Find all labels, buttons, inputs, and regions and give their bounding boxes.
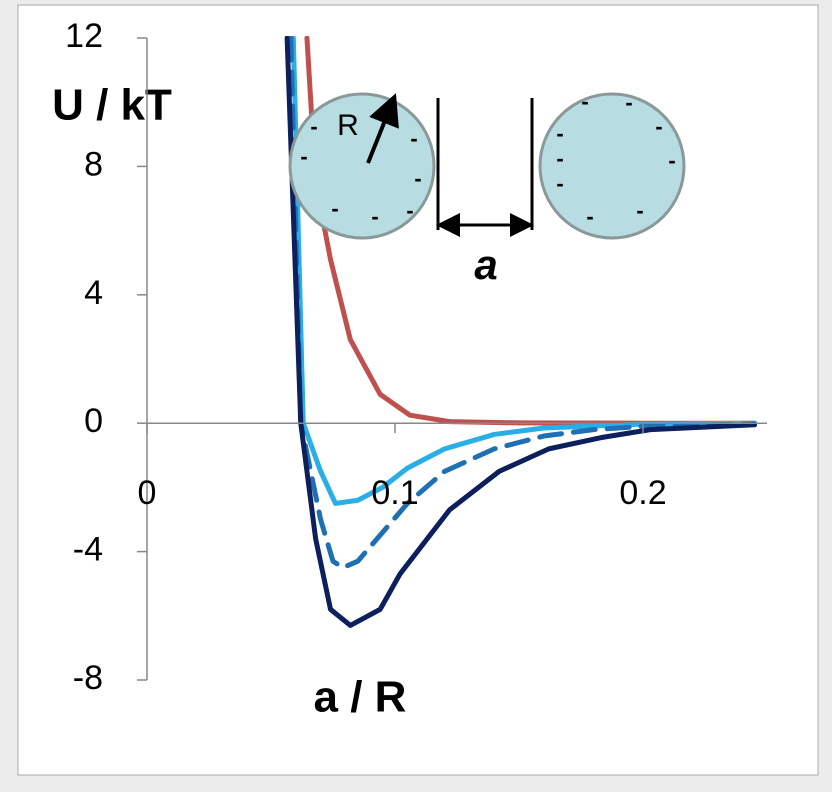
charge: - <box>406 198 413 223</box>
charge: - <box>581 89 588 114</box>
charge: - <box>625 90 632 115</box>
particle <box>288 92 436 240</box>
charge: - <box>410 126 417 151</box>
y-tick-label: 0 <box>84 402 103 440</box>
y-tick-label: 4 <box>84 274 103 312</box>
charge: - <box>655 114 662 139</box>
charge: - <box>556 121 563 146</box>
x-tick-label: 0.2 <box>619 474 666 512</box>
charge: - <box>556 146 563 171</box>
charge: - <box>331 196 338 221</box>
charge: - <box>371 204 378 229</box>
charge: - <box>414 166 421 191</box>
radius-label: R <box>337 109 359 142</box>
charge: - <box>636 198 643 223</box>
gap-label: a <box>474 241 497 288</box>
radius-arrow <box>366 93 399 164</box>
y-tick-label: 12 <box>65 17 103 55</box>
particle <box>538 92 686 240</box>
charge: - <box>668 148 675 173</box>
charge: - <box>586 204 593 229</box>
x-tick-label: 0.1 <box>371 474 418 512</box>
series-line <box>284 36 758 628</box>
series-line <box>290 36 758 506</box>
y-tick-label: -8 <box>73 659 103 697</box>
y-tick-label: 8 <box>84 145 103 183</box>
y-axis-label: U / kT <box>52 81 172 130</box>
x-tick-label: 0 <box>138 474 157 512</box>
x-axis-label: a / R <box>314 673 407 722</box>
series-line <box>288 36 758 571</box>
charge: - <box>556 171 563 196</box>
inset-diagram: R a ----- - -- -- -- --- - <box>288 89 686 288</box>
y-tick-label: -4 <box>73 531 103 569</box>
charge: - <box>300 144 307 169</box>
charge: - <box>310 114 317 139</box>
